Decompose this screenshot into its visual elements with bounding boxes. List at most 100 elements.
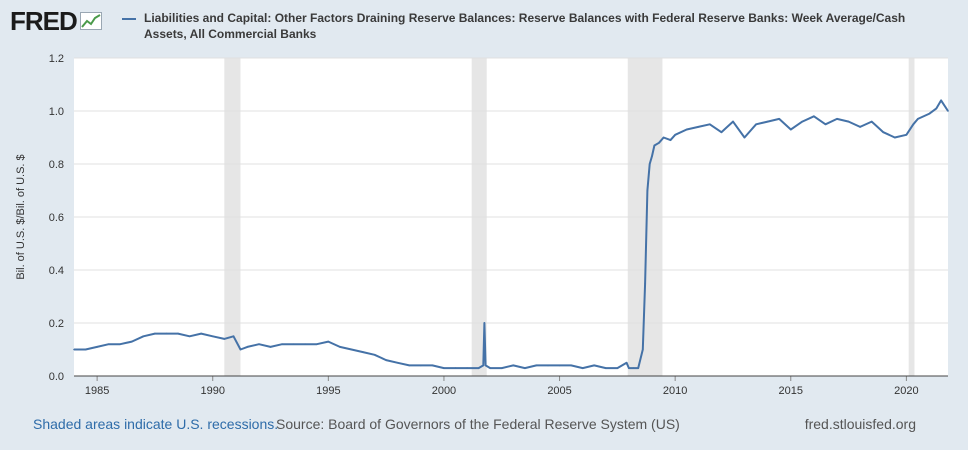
data-point	[292, 343, 295, 346]
data-point	[720, 131, 723, 133]
data-point	[188, 335, 191, 338]
x-tick-label: 2020	[894, 385, 918, 397]
data-point	[859, 126, 861, 128]
data-point	[882, 131, 885, 133]
data-point	[935, 107, 938, 110]
data-point	[107, 343, 110, 346]
data-point	[142, 335, 145, 338]
y-tick-label: 0.4	[49, 265, 64, 277]
data-point	[637, 367, 639, 369]
data-point	[373, 354, 376, 356]
data-point	[84, 348, 87, 351]
data-point	[96, 346, 98, 348]
data-point	[281, 343, 283, 346]
y-tick-label: 0.2	[49, 318, 64, 330]
data-point	[484, 364, 487, 367]
data-point	[755, 123, 757, 126]
data-point	[709, 123, 711, 126]
legend-label: Liabilities and Capital: Other Factors D…	[144, 11, 906, 41]
legend-swatch	[122, 18, 136, 20]
chart-header: FRED Liabilities and Capital: Other Fact…	[0, 0, 968, 50]
data-point	[239, 348, 242, 351]
data-point	[482, 364, 485, 367]
data-point	[642, 348, 644, 351]
data-point	[246, 346, 249, 348]
data-point	[778, 118, 780, 120]
data-point	[648, 163, 651, 165]
data-point	[396, 362, 399, 364]
y-tick-label: 0.6	[49, 212, 64, 224]
data-point	[801, 120, 804, 123]
data-point	[894, 136, 896, 139]
data-point	[674, 134, 676, 136]
data-point	[685, 128, 688, 131]
data-point	[836, 118, 838, 120]
data-point	[483, 322, 486, 324]
data-point	[616, 367, 619, 369]
data-point	[223, 338, 226, 340]
data-point	[653, 144, 656, 147]
data-point	[304, 343, 307, 346]
data-point	[211, 335, 214, 338]
data-point	[558, 364, 561, 367]
data-point	[477, 367, 480, 369]
chart-footer: Shaded areas indicate U.S. recessions. S…	[0, 416, 968, 436]
data-point	[339, 346, 341, 348]
data-point	[524, 367, 526, 369]
series-legend[interactable]: Liabilities and Capital: Other Factors D…	[122, 10, 922, 42]
data-point	[646, 189, 649, 192]
data-point	[165, 332, 168, 335]
data-point	[669, 139, 672, 141]
data-point	[420, 364, 422, 367]
data-point	[658, 142, 660, 144]
data-point	[813, 115, 815, 118]
y-tick-label: 0.8	[49, 159, 64, 171]
data-point	[651, 155, 653, 157]
y-axis-label: Bil. of U.S. $/Bil. of U.S. $	[15, 154, 27, 279]
x-tick-label: 1990	[200, 385, 224, 397]
y-tick-label: 1.0	[49, 106, 64, 118]
data-point	[662, 136, 665, 139]
chart-svg[interactable]: 0.0 0.2 0.4 0.6 0.8 1.0 1.2 1985 1990 1995 2000 200…	[0, 50, 968, 400]
data-point	[570, 364, 572, 367]
data-point	[119, 343, 121, 346]
data-point	[443, 367, 445, 369]
data-point	[870, 120, 873, 123]
data-point	[732, 120, 734, 123]
data-point	[697, 126, 700, 128]
data-point	[917, 118, 919, 120]
y-tick-label: 1.2	[49, 53, 64, 65]
fred-logo[interactable]: FRED	[10, 5, 102, 36]
data-point	[489, 367, 492, 369]
data-point	[466, 367, 468, 369]
data-point	[593, 364, 595, 367]
data-point	[454, 367, 457, 369]
series-line	[74, 99, 949, 370]
data-point	[501, 367, 503, 369]
data-point	[73, 348, 75, 351]
data-point	[644, 282, 646, 285]
data-point	[847, 120, 850, 123]
data-point	[177, 332, 179, 335]
data-point	[350, 348, 353, 351]
data-point	[258, 343, 260, 346]
data-point	[269, 346, 272, 348]
chart-area: 0.0 0.2 0.4 0.6 0.8 1.0 1.2 1985 1990 1995 2000 200…	[0, 50, 968, 405]
x-tick-label: 1985	[85, 385, 109, 397]
fred-logo-text: FRED	[10, 5, 78, 36]
site-url[interactable]: fred.stlouisfed.org	[804, 416, 916, 432]
x-tick-label: 2015	[779, 385, 803, 397]
x-tick-label: 2005	[547, 385, 571, 397]
data-point	[200, 332, 202, 335]
data-point	[232, 335, 235, 338]
recessions-note[interactable]: Shaded areas indicate U.S. recessions.	[33, 416, 279, 432]
data-point	[905, 134, 908, 136]
data-point	[327, 340, 330, 343]
x-tick-label: 2010	[663, 385, 687, 397]
data-point	[408, 364, 411, 367]
data-point	[912, 123, 915, 126]
data-point	[824, 123, 827, 126]
data-point	[431, 364, 434, 367]
data-point	[790, 128, 792, 131]
source-note: Source: Board of Governors of the Federa…	[276, 416, 680, 432]
